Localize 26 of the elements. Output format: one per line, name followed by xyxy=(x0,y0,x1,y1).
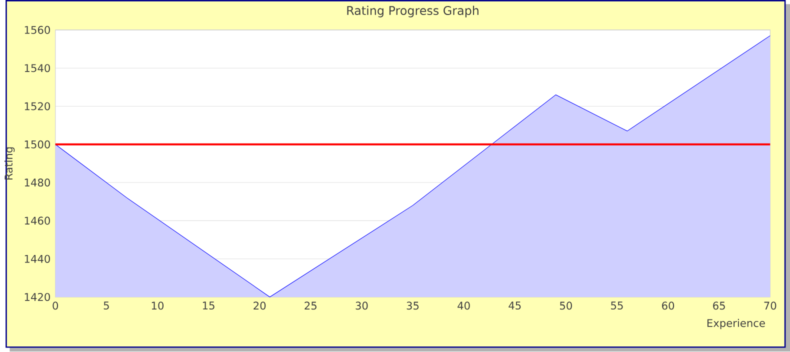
x-tick-label: 5 xyxy=(104,302,109,310)
y-tick-label: 1560 xyxy=(24,26,50,34)
x-tick-label: 10 xyxy=(152,302,164,310)
x-tick-label: 65 xyxy=(713,302,725,310)
chart-title: Rating Progress Graph xyxy=(347,6,478,18)
y-tick-label: 1540 xyxy=(24,64,50,72)
x-axis-title: Experience xyxy=(707,319,765,330)
x-tick-label: 30 xyxy=(356,302,368,310)
y-tick-label: 1420 xyxy=(24,293,50,302)
y-axis-title: Rating xyxy=(4,148,15,180)
x-tick-label: 25 xyxy=(304,302,316,310)
y-tick-label: 1500 xyxy=(24,140,50,149)
x-tick-label: 60 xyxy=(662,302,674,310)
x-tick-label: 45 xyxy=(508,302,521,310)
x-tick-label: 50 xyxy=(560,302,572,310)
x-tick-label: 0 xyxy=(52,302,58,310)
y-tick-label: 1520 xyxy=(24,102,50,110)
x-tick-label: 70 xyxy=(764,302,776,310)
x-tick-label: 55 xyxy=(611,302,623,310)
x-tick-label: 15 xyxy=(202,302,214,310)
x-tick-label: 40 xyxy=(458,302,470,310)
y-tick-label: 1480 xyxy=(24,178,50,187)
x-tick-label: 35 xyxy=(406,302,419,310)
y-tick-label: 1440 xyxy=(24,255,50,264)
y-tick-label: 1460 xyxy=(24,216,50,225)
x-tick-label: 20 xyxy=(254,302,266,310)
